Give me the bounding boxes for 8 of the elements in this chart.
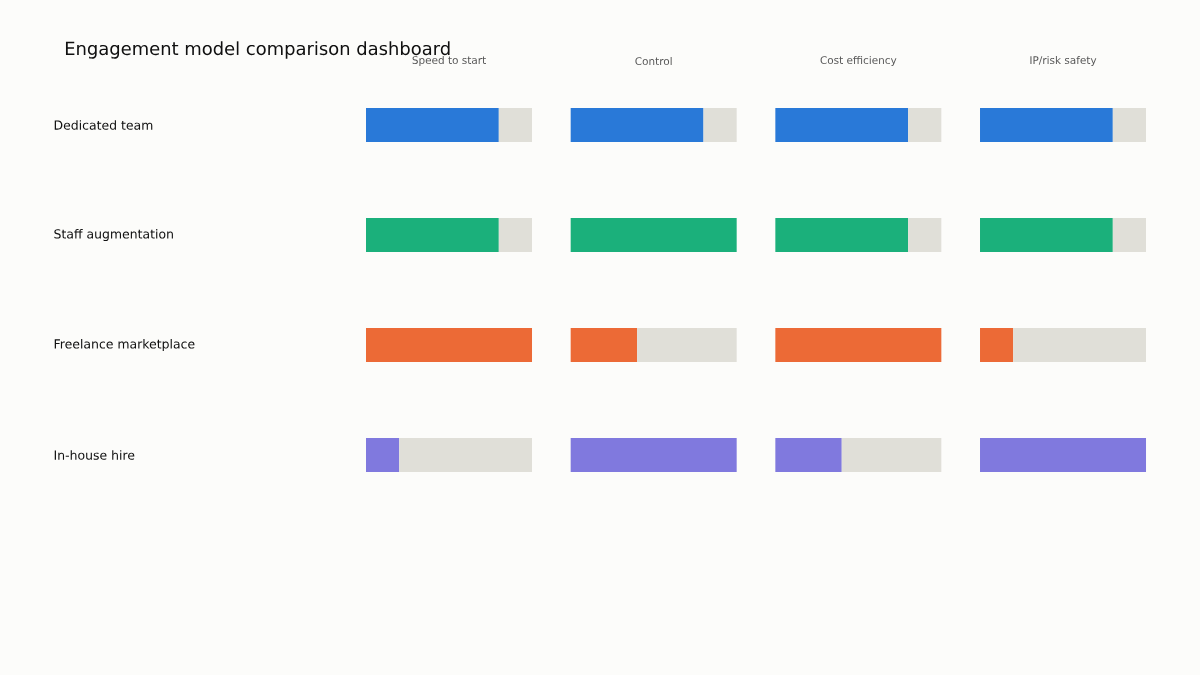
- y-tick-label: In-house hire: [54, 450, 135, 460]
- y-tick-label: Freelance marketplace: [54, 338, 195, 352]
- chart-title: IP/risk safety: [1030, 55, 1097, 67]
- chart-title: Control: [635, 56, 672, 66]
- y-tick-label: Dedicated team: [54, 120, 153, 130]
- chart-title: Speed to start: [412, 55, 486, 67]
- y-tick-label: Staff augmentation: [54, 228, 173, 242]
- chart-title: Cost efficiency: [820, 55, 897, 67]
